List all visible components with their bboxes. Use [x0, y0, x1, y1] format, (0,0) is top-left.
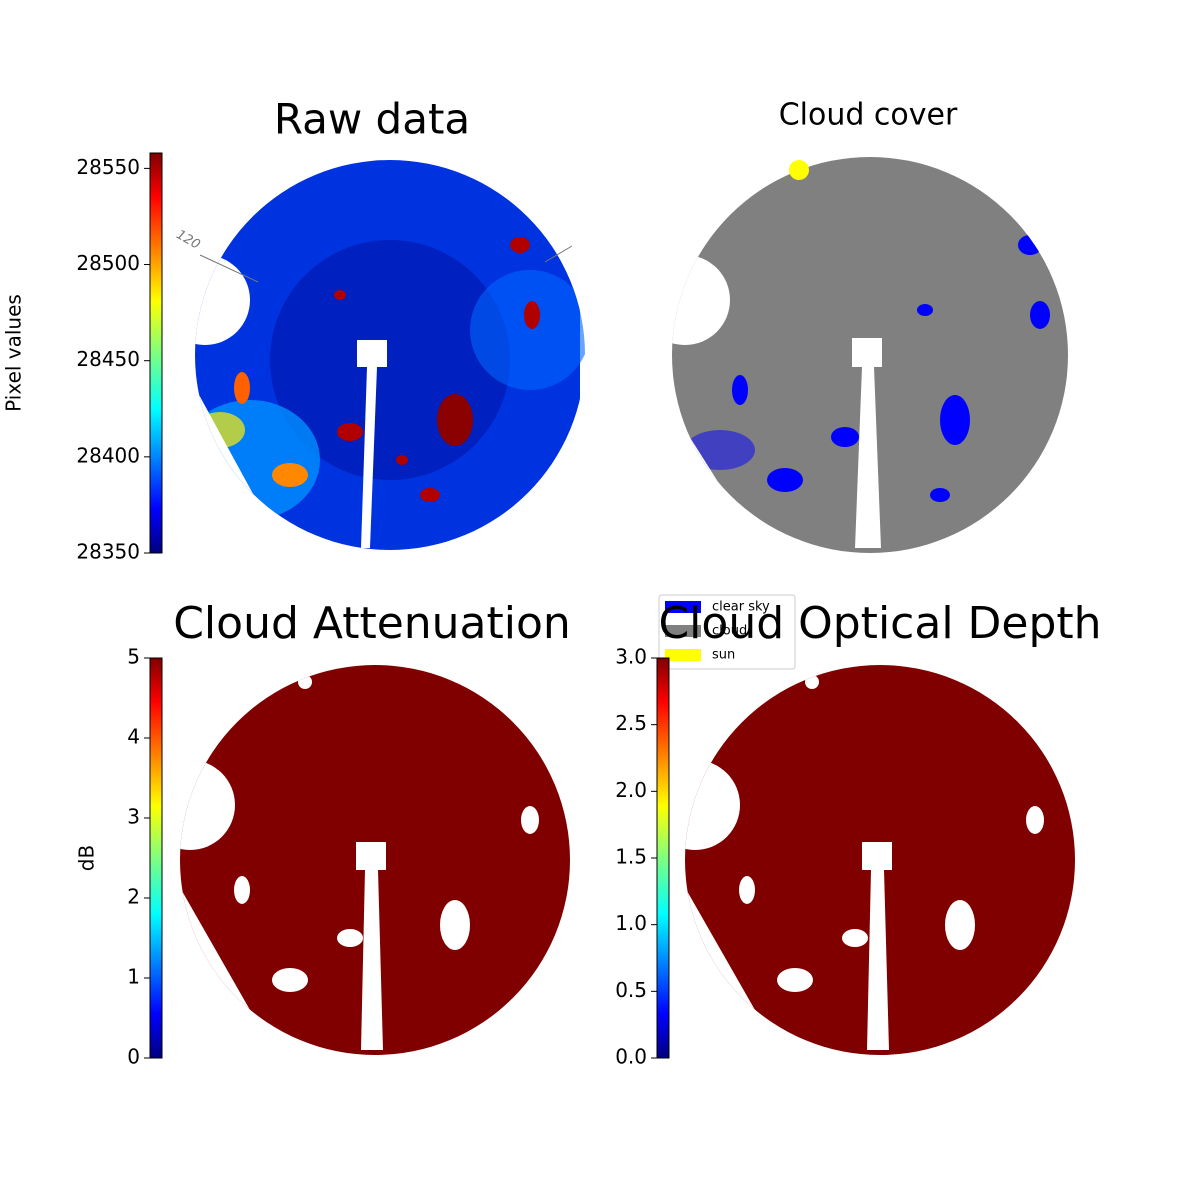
colorbar-tick-label: 28350 — [76, 540, 140, 564]
colorbar-label: Pixel values — [2, 294, 26, 412]
colorbar — [149, 152, 163, 554]
colorbar-tick-label: 2.0 — [615, 778, 647, 802]
panel-title: Cloud cover — [779, 98, 958, 133]
legend-label: sun — [712, 648, 735, 663]
colorbar-tick-label: 28550 — [76, 155, 140, 179]
mast — [852, 338, 882, 548]
panel-title: Cloud Attenuation — [173, 598, 571, 649]
legend-swatch — [665, 649, 701, 661]
colorbar-tick-label: 0.5 — [615, 978, 647, 1002]
colorbar-tick-label: 3.0 — [615, 645, 647, 669]
colorbar-tick-label: 2.5 — [615, 711, 647, 735]
raw-image — [195, 160, 585, 550]
colorbar-tick-label: 1.5 — [615, 845, 647, 869]
colorbar-tick-label: 5 — [127, 645, 140, 669]
panel-title: Raw data — [274, 95, 470, 144]
legend-label: cloud — [712, 624, 747, 639]
colorbar-tick-label: 0 — [127, 1045, 140, 1069]
sun-marker — [789, 160, 809, 180]
grid-line — [199, 254, 259, 283]
mast — [356, 842, 386, 1050]
colorbar-label: dB — [75, 845, 99, 871]
colorbar-tick-label: 28500 — [76, 251, 140, 275]
mast — [862, 842, 892, 1050]
colorbar-tick-label: 28450 — [76, 347, 140, 371]
colorbar-tick-label: 4 — [127, 725, 140, 749]
legend-label: clear sky — [712, 600, 770, 615]
colorbar — [149, 657, 163, 1059]
colorbar-tick-label: 2 — [127, 885, 140, 909]
colorbar-tick-label: 3 — [127, 805, 140, 829]
colorbar-tick-label: 0.0 — [615, 1045, 647, 1069]
mast — [357, 340, 387, 548]
colorbar-tick-label: 1 — [127, 965, 140, 989]
legend-swatch — [665, 601, 701, 613]
colorbar-tick-label: 28400 — [76, 443, 140, 467]
colorbar — [656, 657, 670, 1059]
legend-swatch — [665, 625, 701, 637]
grid-line — [544, 245, 573, 263]
colorbar-tick-label: 1.0 — [615, 911, 647, 935]
annotation: 120 — [173, 227, 202, 252]
panel-title: Cloud Optical Depth — [658, 598, 1101, 649]
